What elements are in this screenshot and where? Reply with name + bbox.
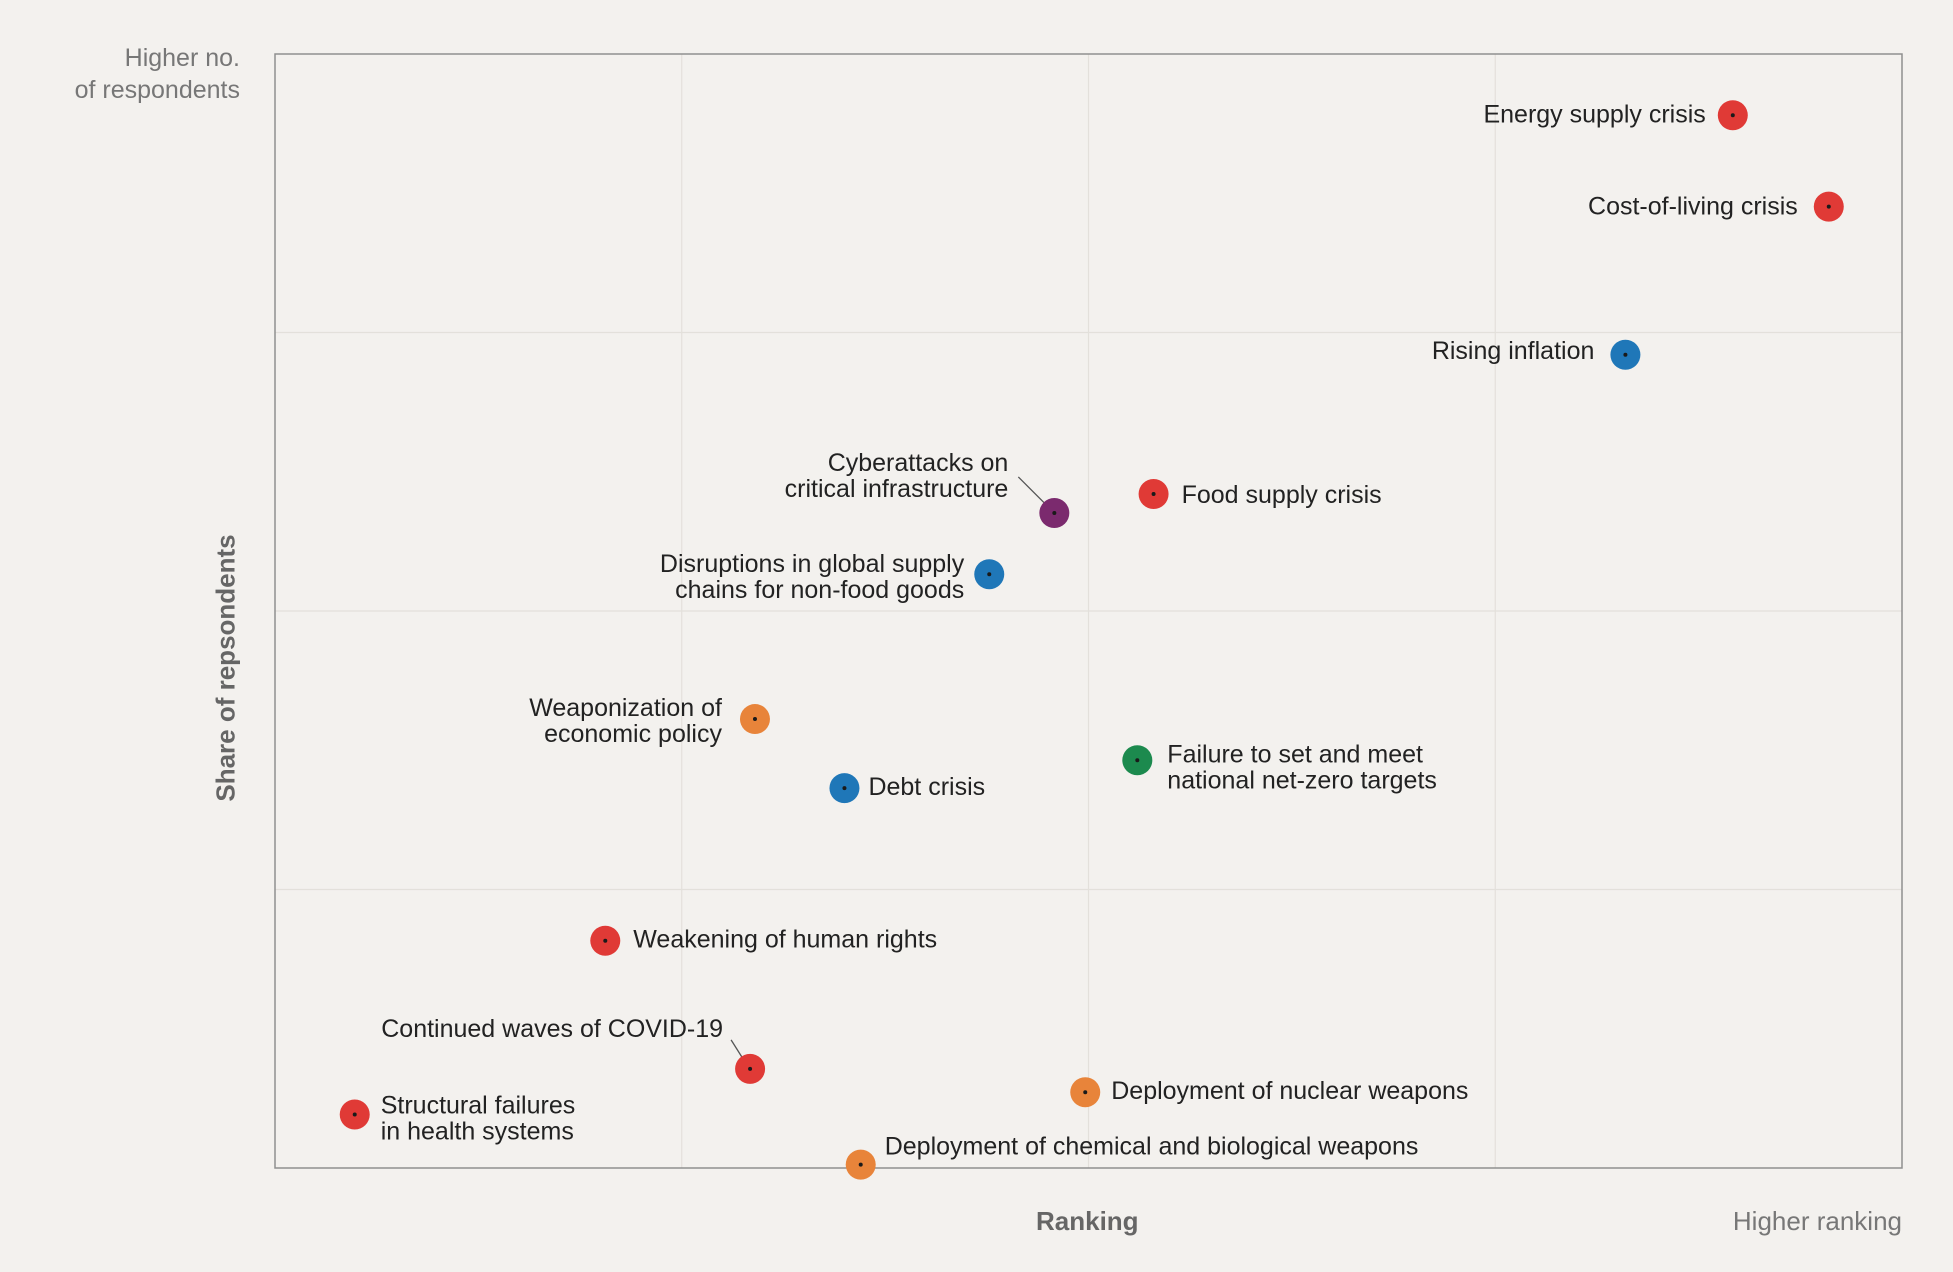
data-label: Rising inflation	[1432, 336, 1595, 364]
data-point-center	[1052, 510, 1057, 515]
data-label: Cyberattacks on critical infrastructure	[785, 449, 1009, 503]
data-label: Debt crisis	[868, 773, 985, 801]
y-high-label-line-1: Higher no.	[124, 44, 240, 72]
data-point-center	[987, 572, 992, 577]
data-point-center	[352, 1112, 357, 1117]
data-point-center	[1730, 113, 1735, 118]
data-label: Failure to set and meet national net-zero…	[1167, 740, 1437, 794]
data-point-center	[603, 938, 608, 943]
data-label: Weakening of human rights	[633, 925, 937, 953]
data-point-center	[752, 717, 757, 722]
data-point-center	[842, 786, 847, 791]
data-label: Structural failures in health systems	[381, 1091, 576, 1145]
data-label: Weaponization of economic policy	[529, 694, 722, 748]
data-label: Continued waves of COVID-19	[381, 1014, 723, 1042]
y-high-label-line-2: of respondents	[74, 76, 240, 104]
plot-frame	[274, 53, 1903, 1169]
data-point-center	[858, 1162, 863, 1167]
data-label: Energy supply crisis	[1483, 100, 1705, 128]
y-high-label: Higher no. of respondents	[20, 42, 240, 106]
y-axis-title: Share of repsondents	[210, 534, 241, 802]
data-point-center	[748, 1066, 753, 1071]
data-label: Cost-of-living crisis	[1588, 192, 1798, 220]
data-label: Food supply crisis	[1182, 481, 1382, 509]
data-label: Disruptions in global supply chains for n…	[660, 550, 965, 604]
data-point-center	[1826, 204, 1831, 209]
data-point-center	[1135, 758, 1140, 763]
data-point-center	[1151, 492, 1156, 497]
data-label: Deployment of chemical and biological we…	[885, 1132, 1419, 1160]
data-point-center	[1083, 1090, 1088, 1095]
data-label: Deployment of nuclear weapons	[1111, 1077, 1468, 1105]
x-axis-title: Ranking	[1036, 1206, 1139, 1236]
x-high-label: Higher ranking	[1732, 1206, 1902, 1236]
data-point-center	[1623, 352, 1628, 357]
